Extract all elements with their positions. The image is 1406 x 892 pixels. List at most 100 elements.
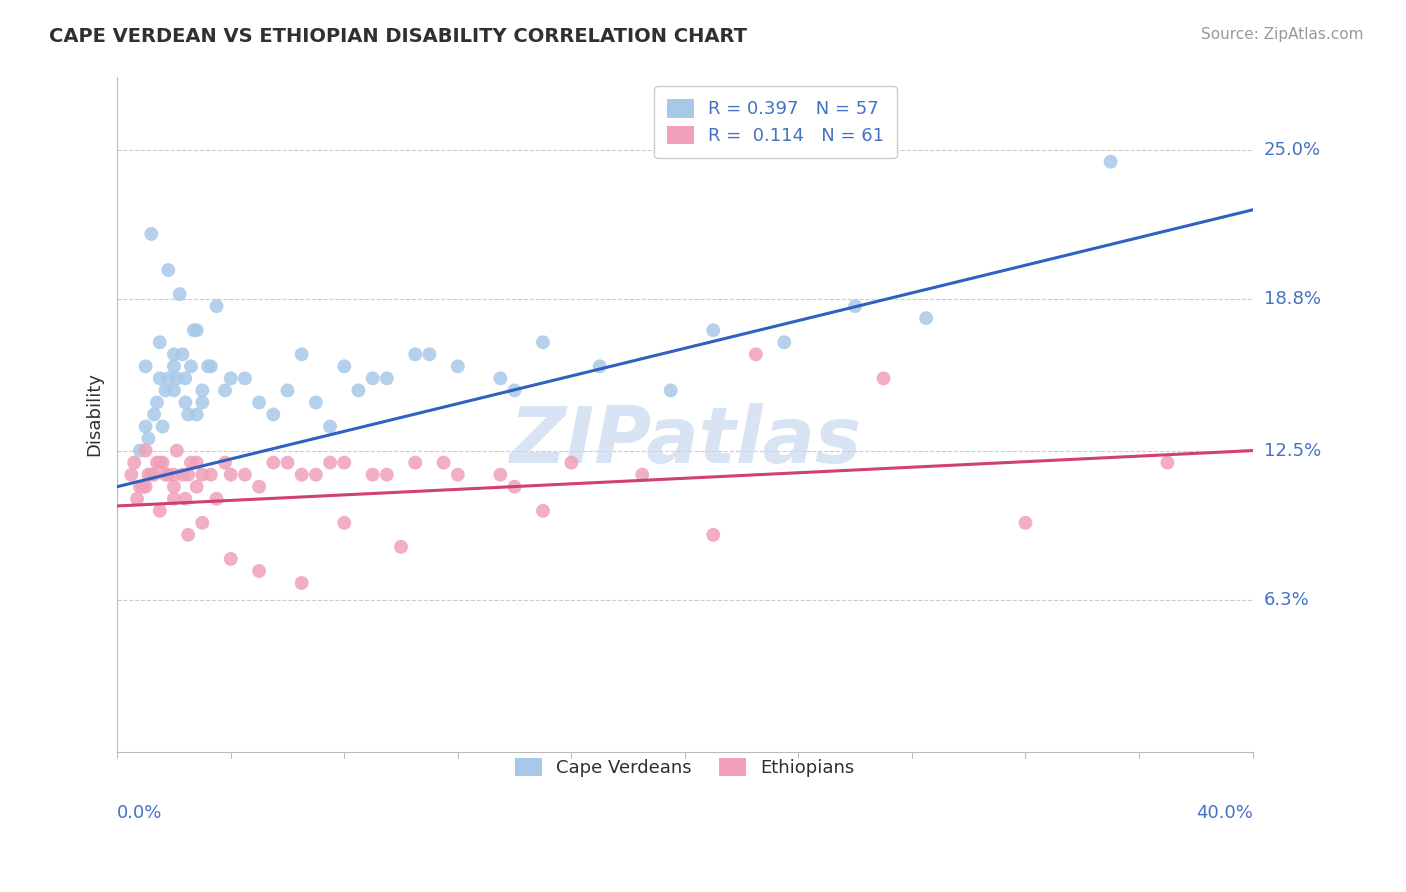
Point bbox=[163, 359, 186, 374]
Text: 0.0%: 0.0% bbox=[117, 805, 163, 822]
Point bbox=[191, 467, 214, 482]
Point bbox=[138, 467, 160, 482]
Point bbox=[135, 443, 157, 458]
Point bbox=[191, 395, 214, 409]
Legend: Cape Verdeans, Ethiopians: Cape Verdeans, Ethiopians bbox=[502, 745, 868, 789]
Point bbox=[219, 371, 242, 385]
Point bbox=[149, 456, 172, 470]
Text: 18.8%: 18.8% bbox=[1264, 290, 1320, 308]
Point bbox=[186, 408, 208, 422]
Point bbox=[361, 467, 384, 482]
Point bbox=[146, 395, 169, 409]
Point bbox=[219, 552, 242, 566]
Point bbox=[163, 347, 186, 361]
Point bbox=[433, 456, 456, 470]
Point bbox=[503, 384, 526, 398]
Point bbox=[219, 467, 242, 482]
Point bbox=[589, 359, 612, 374]
Point bbox=[135, 359, 157, 374]
Point bbox=[503, 480, 526, 494]
Point bbox=[143, 408, 166, 422]
Point bbox=[143, 467, 166, 482]
Point bbox=[333, 456, 356, 470]
Point bbox=[174, 491, 197, 506]
Point bbox=[174, 371, 197, 385]
Point bbox=[146, 456, 169, 470]
Text: Source: ZipAtlas.com: Source: ZipAtlas.com bbox=[1201, 27, 1364, 42]
Point bbox=[177, 408, 200, 422]
Point bbox=[132, 480, 155, 494]
Point bbox=[276, 384, 298, 398]
Point bbox=[149, 335, 172, 350]
Point bbox=[659, 384, 682, 398]
Point bbox=[120, 467, 142, 482]
Text: 40.0%: 40.0% bbox=[1195, 805, 1253, 822]
Point bbox=[174, 395, 197, 409]
Text: ZIPatlas: ZIPatlas bbox=[509, 403, 860, 479]
Point bbox=[163, 467, 186, 482]
Point bbox=[191, 384, 214, 398]
Point bbox=[361, 371, 384, 385]
Point bbox=[1156, 456, 1178, 470]
Point bbox=[291, 347, 314, 361]
Point bbox=[375, 371, 398, 385]
Point bbox=[172, 347, 194, 361]
Point bbox=[233, 371, 256, 385]
Point bbox=[347, 384, 370, 398]
Point bbox=[149, 371, 172, 385]
Point bbox=[186, 456, 208, 470]
Point bbox=[872, 371, 894, 385]
Point bbox=[702, 528, 724, 542]
Point bbox=[262, 456, 284, 470]
Point bbox=[389, 540, 412, 554]
Point bbox=[200, 467, 222, 482]
Point bbox=[205, 491, 228, 506]
Point bbox=[138, 432, 160, 446]
Point bbox=[214, 384, 236, 398]
Point bbox=[177, 467, 200, 482]
Point bbox=[333, 516, 356, 530]
Point bbox=[247, 480, 270, 494]
Point bbox=[404, 456, 426, 470]
Point bbox=[141, 227, 163, 241]
Point bbox=[214, 456, 236, 470]
Point bbox=[319, 419, 342, 434]
Point bbox=[128, 480, 150, 494]
Point bbox=[197, 359, 219, 374]
Point bbox=[163, 480, 186, 494]
Text: 25.0%: 25.0% bbox=[1264, 141, 1322, 159]
Point bbox=[560, 456, 582, 470]
Point bbox=[1014, 516, 1036, 530]
Point bbox=[418, 347, 440, 361]
Point bbox=[163, 384, 186, 398]
Point bbox=[166, 443, 188, 458]
Point bbox=[247, 395, 270, 409]
Point bbox=[155, 384, 177, 398]
Point bbox=[844, 299, 866, 313]
Point bbox=[186, 480, 208, 494]
Text: CAPE VERDEAN VS ETHIOPIAN DISABILITY CORRELATION CHART: CAPE VERDEAN VS ETHIOPIAN DISABILITY COR… bbox=[49, 27, 747, 45]
Point bbox=[489, 371, 512, 385]
Point bbox=[177, 528, 200, 542]
Point bbox=[915, 311, 938, 326]
Point bbox=[125, 491, 148, 506]
Point bbox=[333, 359, 356, 374]
Point bbox=[375, 467, 398, 482]
Point bbox=[447, 467, 470, 482]
Point bbox=[155, 467, 177, 482]
Point bbox=[531, 504, 554, 518]
Point bbox=[180, 359, 202, 374]
Point bbox=[247, 564, 270, 578]
Point bbox=[262, 408, 284, 422]
Point bbox=[163, 491, 186, 506]
Point bbox=[205, 299, 228, 313]
Point bbox=[745, 347, 768, 361]
Point bbox=[169, 287, 191, 301]
Point bbox=[122, 456, 145, 470]
Point bbox=[149, 504, 172, 518]
Point bbox=[183, 323, 205, 337]
Point bbox=[152, 419, 174, 434]
Point bbox=[180, 456, 202, 470]
Point bbox=[1099, 154, 1122, 169]
Point bbox=[166, 371, 188, 385]
